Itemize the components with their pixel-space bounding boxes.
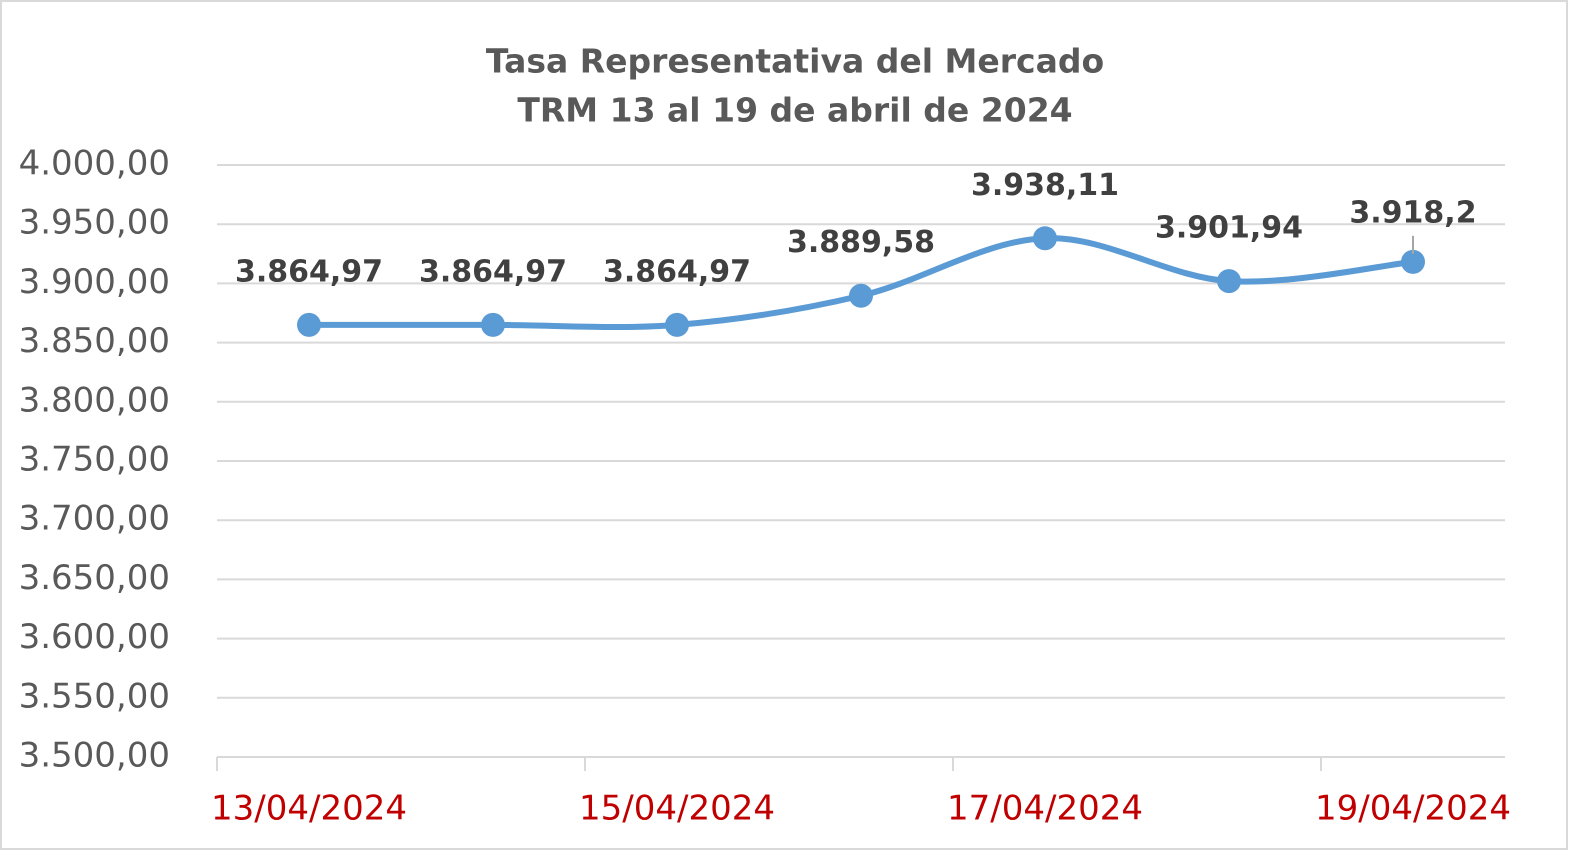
data-label: 3.864,97 xyxy=(235,254,383,289)
point xyxy=(1217,269,1241,294)
data-label: 3.889,58 xyxy=(787,225,935,260)
x-tick-label: 19/04/2024 xyxy=(1315,789,1511,829)
y-tick-label: 4.000,00 xyxy=(19,144,170,184)
y-tick-label: 3.750,00 xyxy=(19,440,170,480)
chart-title: Tasa Representativa del Mercado xyxy=(486,42,1104,81)
y-tick-label: 3.900,00 xyxy=(19,262,170,302)
point xyxy=(481,312,505,337)
y-tick-label: 3.700,00 xyxy=(19,499,170,539)
x-tick-label: 13/04/2024 xyxy=(211,789,407,829)
y-tick-label: 3.850,00 xyxy=(19,321,170,361)
point xyxy=(849,283,873,308)
data-label: 3.938,11 xyxy=(971,168,1119,203)
y-tick-label: 3.800,00 xyxy=(19,380,170,420)
y-tick-label: 3.650,00 xyxy=(19,558,170,598)
point xyxy=(297,312,321,337)
data-label: 3.864,97 xyxy=(419,254,567,289)
y-tick-label: 3.600,00 xyxy=(19,617,170,657)
y-tick-label: 3.500,00 xyxy=(19,736,170,776)
data-label: 3.901,94 xyxy=(1155,211,1303,246)
x-tick-label: 17/04/2024 xyxy=(947,789,1143,829)
data-label: 3.864,97 xyxy=(603,254,751,289)
point xyxy=(1033,226,1057,251)
x-tick-label: 15/04/2024 xyxy=(579,789,775,829)
y-tick-label: 3.550,00 xyxy=(19,676,170,716)
chart-subtitle: TRM 13 al 19 de abril de 2024 xyxy=(517,91,1072,130)
point xyxy=(1401,249,1425,274)
data-label: 3.918,2 xyxy=(1349,195,1476,230)
y-tick-label: 3.950,00 xyxy=(19,203,170,243)
point xyxy=(665,312,689,337)
